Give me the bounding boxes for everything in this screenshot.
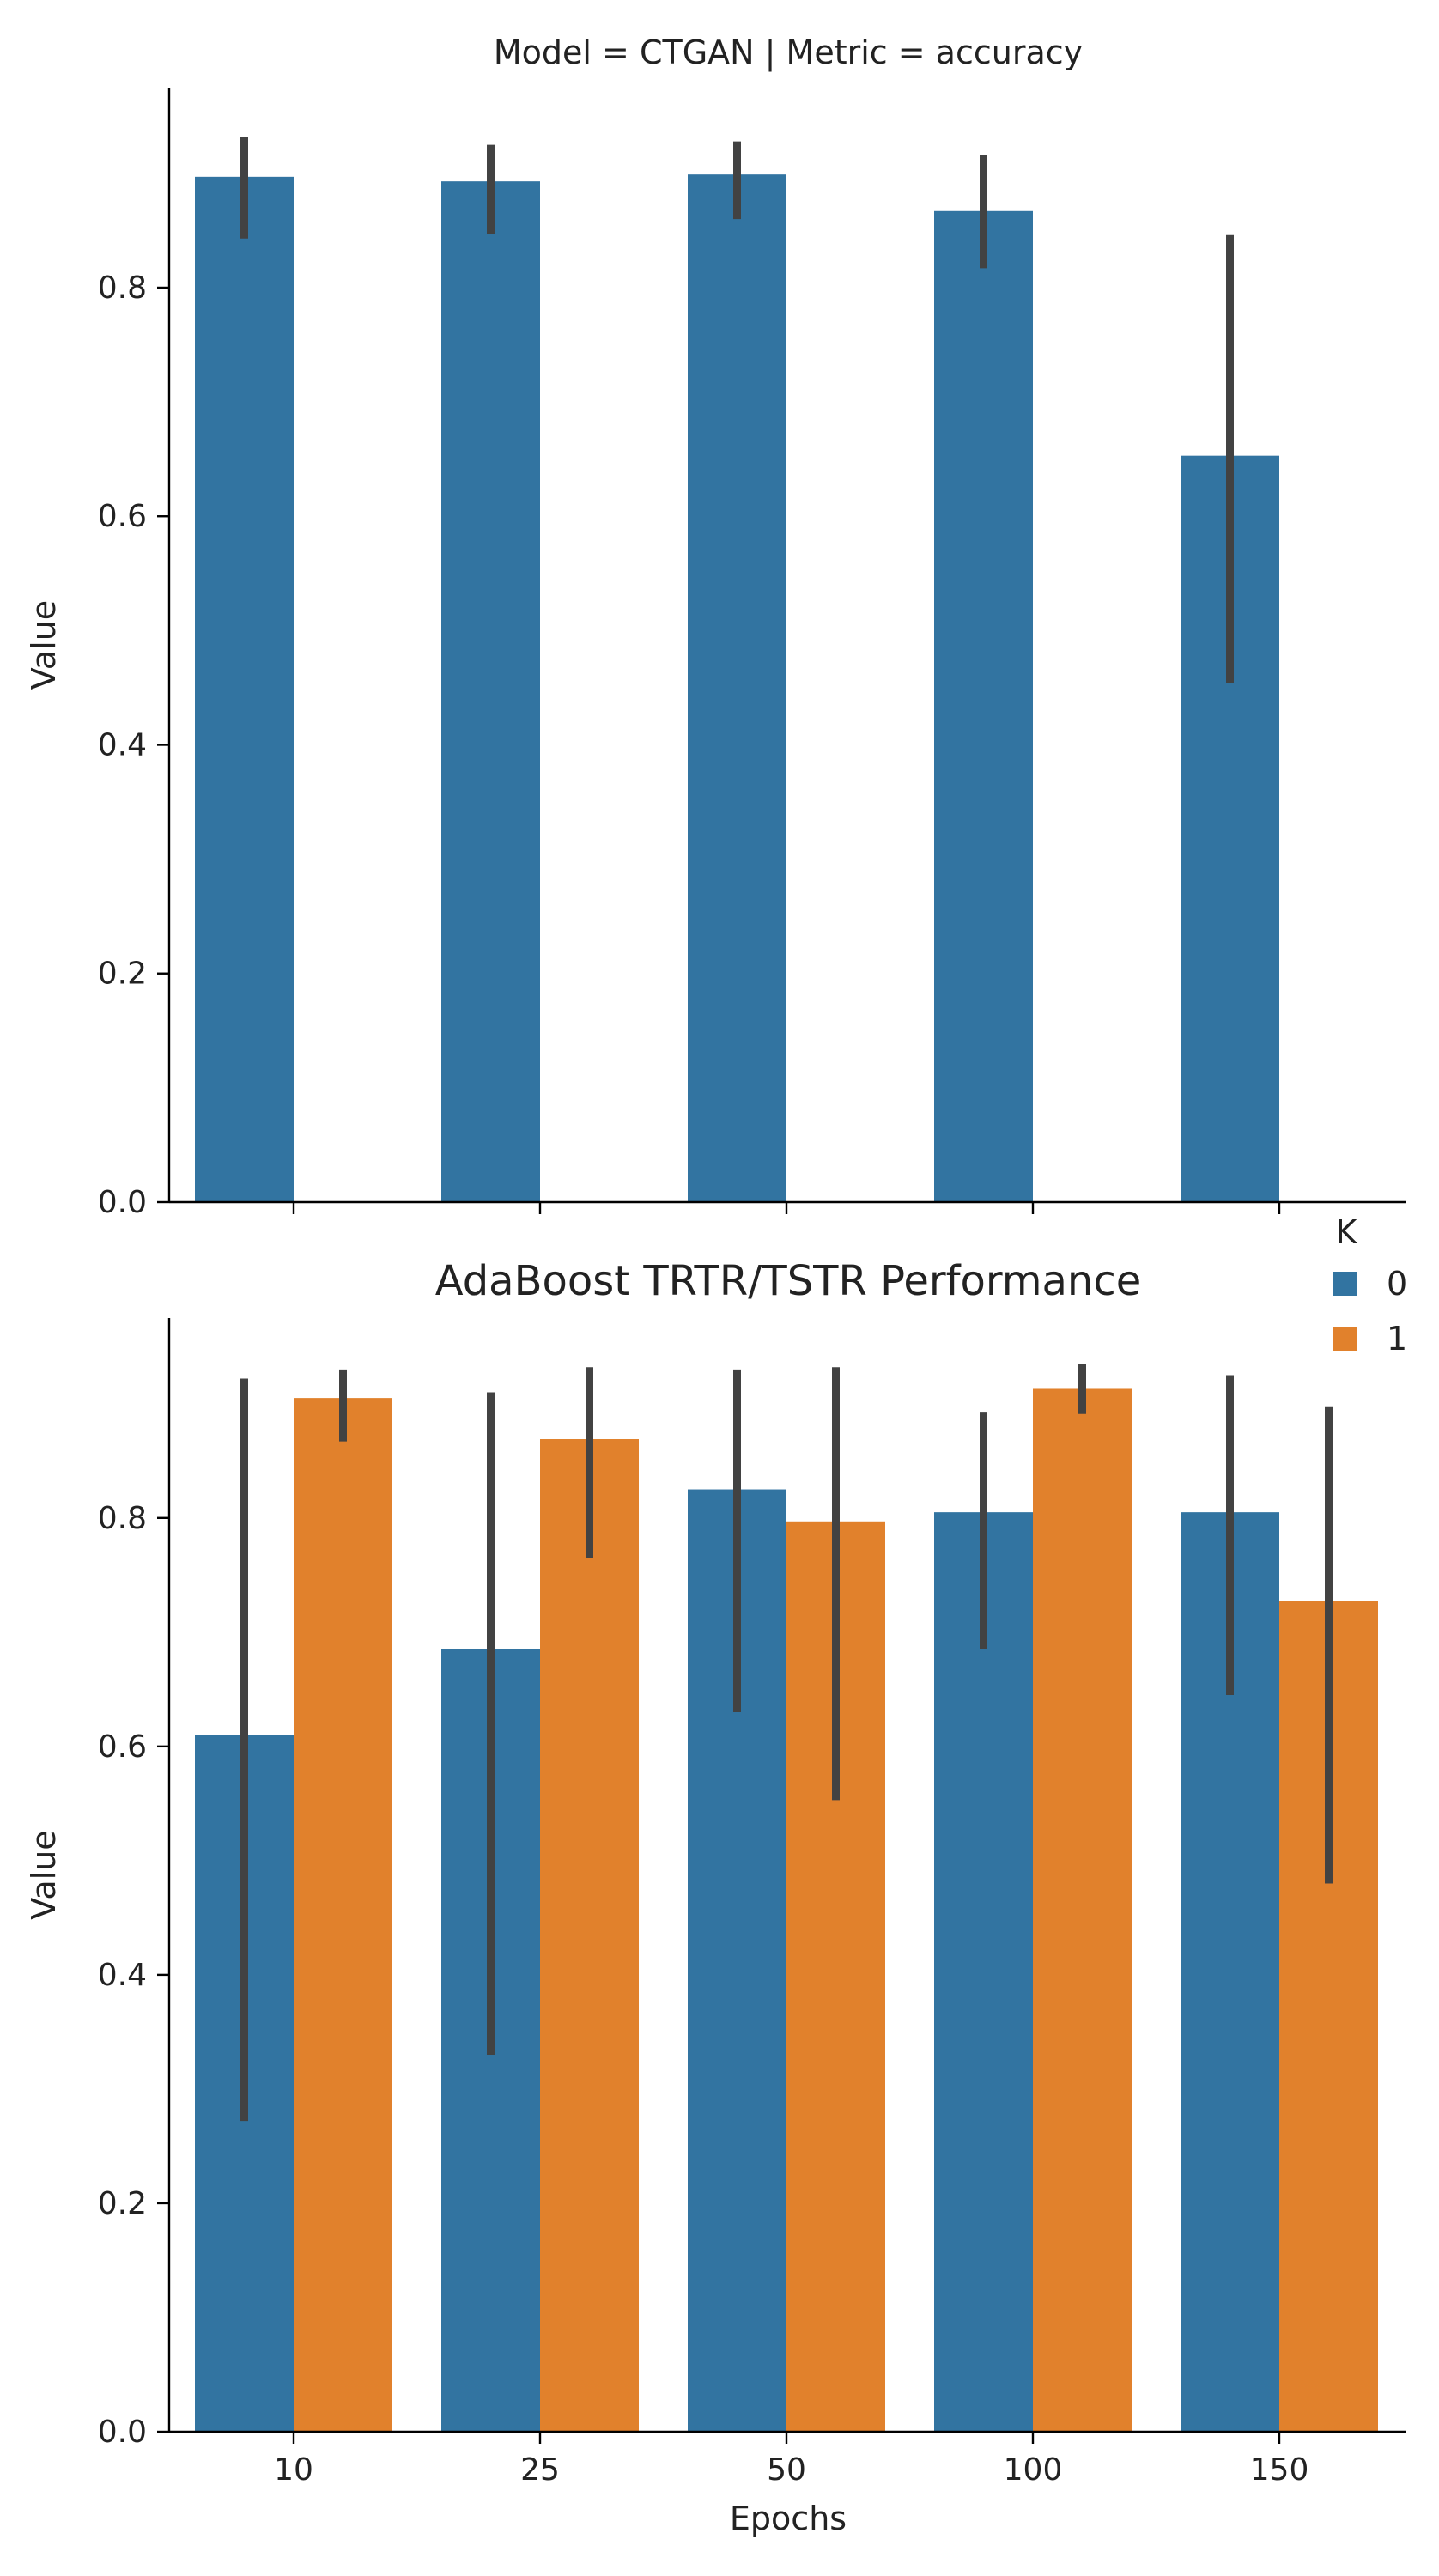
y-axis-title: Value bbox=[25, 1830, 63, 1919]
y-tick-label: 0.4 bbox=[98, 1958, 147, 1993]
bar-k0-epochs-25 bbox=[441, 181, 540, 1202]
y-tick-label: 0.2 bbox=[98, 957, 147, 992]
figure-title: AdaBoost TRTR/TSTR Performance bbox=[435, 1257, 1142, 1305]
panel-k-comparison: AdaBoost TRTR/TSTR Performance 10 25 50 100… bbox=[25, 1257, 1406, 2537]
bar-k0-epochs-100 bbox=[934, 1512, 1033, 2432]
y-axis-title: Value bbox=[25, 600, 63, 690]
legend-label-k0: 0 bbox=[1387, 1265, 1407, 1303]
y-tick-label: 0.8 bbox=[98, 1501, 147, 1536]
panel-ctgan-accuracy: Model = CTGAN | Metric = accuracy 0.0 0.2… bbox=[25, 33, 1406, 1220]
x-tick-label: 150 bbox=[1250, 2452, 1309, 2488]
y-tick-label: 0.4 bbox=[98, 727, 147, 762]
bars-group bbox=[195, 174, 1279, 1203]
bar-k1-epochs-10 bbox=[294, 1398, 392, 2432]
error-bars-group bbox=[240, 1364, 1333, 2122]
axes-group: 0.0 0.2 0.4 0.6 0.8 Value bbox=[25, 88, 1406, 1220]
legend-label-k1: 1 bbox=[1387, 1320, 1407, 1358]
y-tick-label: 0.2 bbox=[98, 2186, 147, 2221]
bar-k1-epochs-100 bbox=[1033, 1388, 1132, 2432]
legend-swatch-k1 bbox=[1333, 1327, 1357, 1351]
bar-k1-epochs-25 bbox=[540, 1439, 639, 2432]
y-tick-label: 0.6 bbox=[98, 1729, 147, 1765]
x-tick-label: 100 bbox=[1004, 2452, 1063, 2488]
y-tick-label: 0.0 bbox=[98, 1185, 147, 1220]
legend: K 0 1 bbox=[1333, 1213, 1407, 1358]
bar-k0-epochs-100 bbox=[934, 210, 1033, 1203]
x-tick-label: 10 bbox=[274, 2452, 313, 2488]
legend-swatch-k0 bbox=[1333, 1272, 1357, 1296]
y-tick-label: 0.0 bbox=[98, 2415, 147, 2450]
legend-title: K bbox=[1336, 1213, 1358, 1251]
bars-group bbox=[195, 1388, 1378, 2432]
axes-group: 10 25 50 100 150 0.0 0.2 0.4 0.6 0.8 Value bbox=[25, 1318, 1406, 2488]
x-axis-title: Epochs bbox=[730, 2500, 847, 2537]
bar-k0-epochs-10 bbox=[195, 176, 294, 1203]
y-tick-label: 0.6 bbox=[98, 499, 147, 534]
facet-title: Model = CTGAN | Metric = accuracy bbox=[494, 33, 1083, 72]
error-bars-group bbox=[240, 137, 1234, 683]
y-tick-label: 0.8 bbox=[98, 270, 147, 306]
bar-k0-epochs-50 bbox=[688, 174, 786, 1202]
x-tick-label: 25 bbox=[520, 2452, 560, 2488]
x-tick-label: 50 bbox=[767, 2452, 806, 2488]
